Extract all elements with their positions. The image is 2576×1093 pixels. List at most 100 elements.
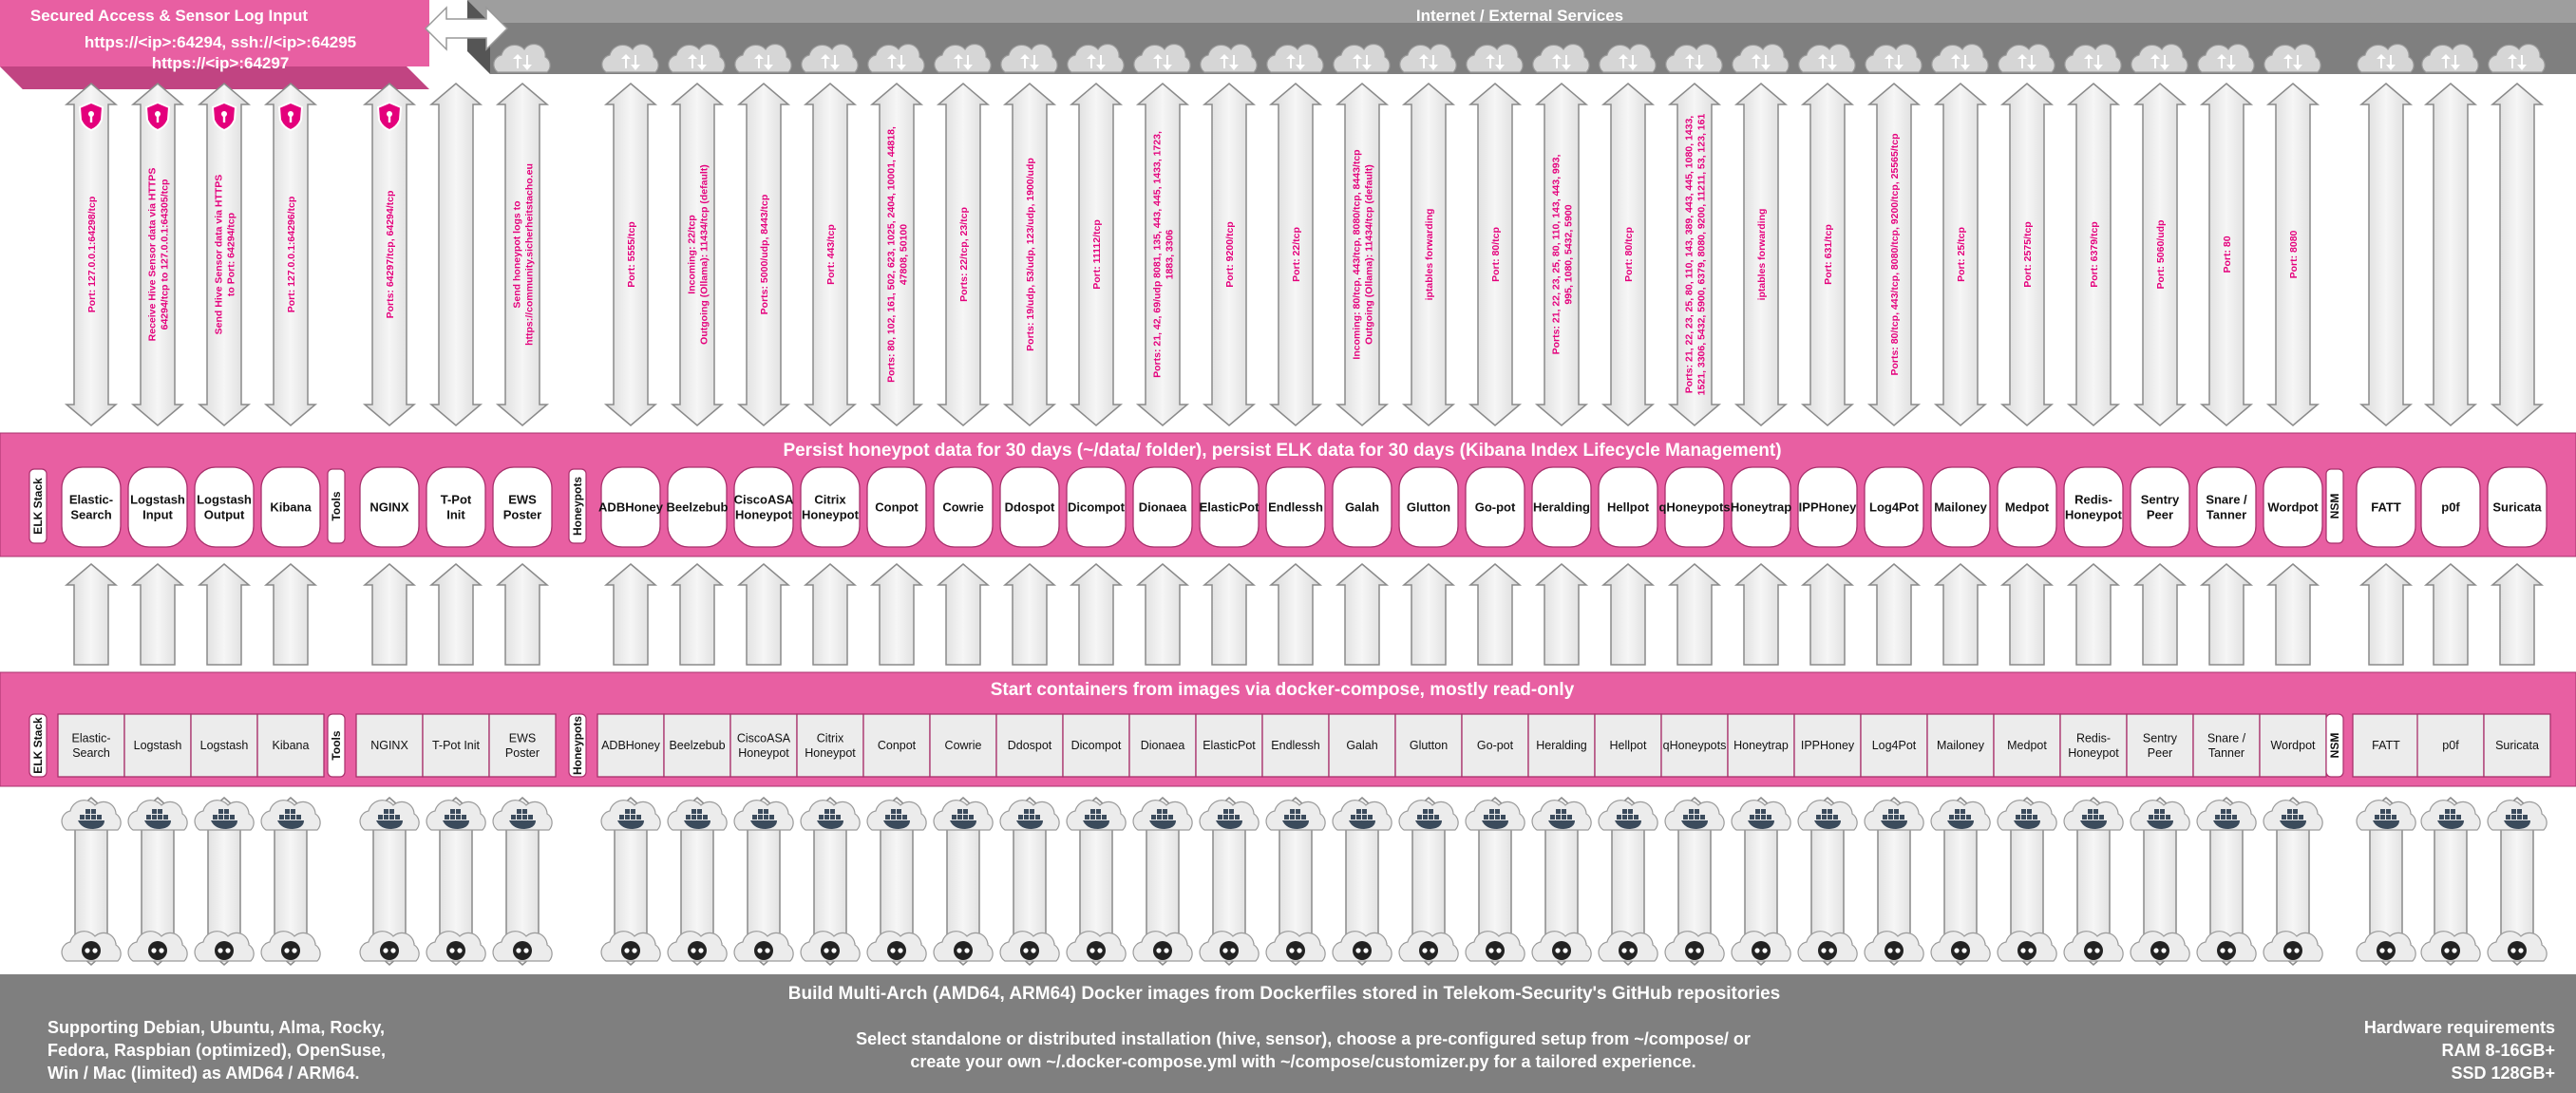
start-item-elk-1: Logstash [123, 713, 192, 778]
persist-group-label-honeypots-text: Honeypots [571, 477, 584, 536]
start-item-honeypots-2-box [729, 713, 798, 778]
persist-up-arrow-honeypots-22 [2066, 563, 2121, 666]
internet-cloud-icon-tools-2-shape [493, 43, 551, 73]
persist-item-honeypots-8-box [1132, 466, 1193, 548]
port-arrow-honeypots-6 [1002, 83, 1057, 426]
github-cloud-icon-honeypots-23-octocat-head [2150, 941, 2169, 960]
docker-cloud-icon-elk-0-container-1 [85, 815, 90, 820]
shield-icon-elk-1-keyhole [155, 111, 161, 117]
port-label-elk-0: Port: 127.0.0.1:64298/tcp [86, 197, 98, 313]
docker-cloud-icon-honeypots-25-container-2 [2293, 815, 2298, 820]
github-cloud-icon-elk-2-octocat-head [215, 941, 234, 960]
internet-cloud-icon-honeypots-19 [1865, 43, 1923, 73]
updown-icon-nsm-0-down [2386, 55, 2396, 70]
docker-cloud-icon-honeypots-17 [1731, 800, 1791, 831]
column-honeypots-3: Port: 443/tcp [800, 43, 861, 966]
updown-icon-honeypots-16-up [1685, 54, 1695, 68]
persist-group-label-honeypots-box [568, 468, 587, 544]
docker-cloud-icon-tools-1-container-3 [462, 815, 466, 820]
docker-cloud-icon-tools-1-container-top-a [450, 809, 455, 814]
persist-item-honeypots-22-box [2063, 466, 2124, 548]
start-item-honeypots-12-label: Glutton [1410, 739, 1448, 752]
github-cloud-icon-honeypots-13-octocat-head [1486, 941, 1505, 960]
docker-cloud-icon-honeypots-8-container-top-a [1157, 809, 1162, 814]
start-bar-title: Start containers from images via docker-… [991, 680, 1575, 700]
docker-cloud-icon-honeypots-25-container-top-a [2287, 809, 2292, 814]
updown-icon-nsm-2-up [2508, 54, 2517, 68]
persist-item-honeypots-22: Redis-Honeypot [2063, 466, 2124, 548]
port-arrow-honeypots-12 [1401, 83, 1456, 426]
docker-cloud-icon-honeypots-4 [866, 800, 927, 831]
github-cloud-icon-honeypots-12 [1398, 931, 1459, 962]
internet-cloud-icon-nsm-2-shape [2488, 43, 2546, 73]
docker-cloud-icon-honeypots-16-container-1 [1689, 815, 1694, 820]
start-item-nsm-1: p0f [2416, 713, 2485, 778]
updown-icon-honeypots-14 [1552, 54, 1571, 70]
persist-item-honeypots-21-box [1997, 466, 2057, 548]
persist-up-arrow-honeypots-19 [1866, 563, 1922, 666]
docker-cloud-icon-honeypots-4-container-2 [897, 815, 901, 820]
docker-cloud-icon-elk-3-container-1 [285, 815, 290, 820]
docker-cloud-icon-honeypots-12-container-2 [1429, 815, 1433, 820]
port-label-honeypots-15: Port: 80/tcp [1623, 227, 1635, 282]
start-item-nsm-0: FATT [2352, 713, 2420, 778]
access-box-bottom [0, 66, 429, 89]
docker-cloud-icon-nsm-2-container-0 [2506, 815, 2510, 820]
start-item-honeypots-4-label: Conpot [878, 739, 917, 752]
port-arrow-tools-2 [495, 83, 550, 426]
persist-item-honeypots-9: ElasticPot [1199, 466, 1260, 548]
persist-item-honeypots-25-label: Wordpot [2267, 499, 2319, 514]
docker-cloud-icon-honeypots-18-container-2 [1828, 815, 1832, 820]
start-item-tools-0-label: NGINX [370, 739, 408, 752]
docker-cloud-icon-elk-3-container-0 [279, 815, 284, 820]
start-group-label-tools-box [327, 713, 346, 778]
updown-icon-honeypots-22-up [2084, 54, 2093, 68]
docker-cloud-icon-honeypots-23-container-1 [2154, 815, 2159, 820]
internet-cloud-icon-honeypots-18-shape [1798, 43, 1856, 73]
github-cloud-icon-honeypots-6-octocat-eye-right [1031, 948, 1036, 953]
persist-item-honeypots-15: Hellpot [1598, 466, 1658, 548]
updown-icon-honeypots-13-down [1495, 55, 1505, 70]
docker-cloud-icon-honeypots-0-container-1 [625, 815, 630, 820]
updown-icon-honeypots-3-up [821, 54, 830, 68]
start-item-honeypots-19-label: Log4Pot [1872, 739, 1917, 752]
github-cloud-icon-honeypots-9-octocat-eye-left [1222, 948, 1228, 953]
docker-cloud-icon-honeypots-5-container-2 [963, 815, 968, 820]
docker-cloud-icon-nsm-1-container-top-b [2451, 809, 2455, 814]
github-cloud-icon-honeypots-3 [800, 931, 861, 962]
persist-up-arrow-honeypots-8 [1135, 563, 1190, 666]
docker-cloud-icon-elk-1-container-1 [152, 815, 157, 820]
column-honeypots-16: Ports: 21, 22, 23, 25, 80, 110, 143, 389… [1664, 43, 1725, 966]
persist-up-arrow-honeypots-4 [869, 563, 924, 666]
docker-cloud-icon-honeypots-6-container-3 [1035, 815, 1040, 820]
docker-cloud-icon-nsm-0-container-3 [2392, 815, 2396, 820]
start-item-honeypots-17-label: Honeytrap [1733, 739, 1789, 752]
start-item-tools-2: EWS Poster [488, 713, 557, 778]
github-cloud-icon-honeypots-5-octocat-head [954, 941, 973, 960]
github-cloud-icon-honeypots-17 [1731, 931, 1791, 962]
docker-cloud-icon-honeypots-2-container-3 [769, 815, 774, 820]
persist-item-elk-1-label: Logstash [130, 492, 185, 506]
build-center-line-2: create your own ~/.docker-compose.yml wi… [910, 1052, 1695, 1071]
docker-cloud-icon-honeypots-13-container-0 [1484, 815, 1488, 820]
persist-item-honeypots-1-label: Beelzebub [666, 499, 728, 514]
docker-cloud-icon-honeypots-3 [800, 800, 861, 831]
docker-cloud-icon-honeypots-16-container-top-a [1689, 809, 1694, 814]
build-bar-title: Build Multi-Arch (AMD64, ARM64) Docker i… [788, 984, 1780, 1004]
docker-cloud-icon-elk-2-whale [211, 820, 237, 829]
persist-item-honeypots-13-box [1465, 466, 1525, 548]
persist-up-arrow-honeypots-5 [936, 563, 991, 666]
docker-cloud-icon-honeypots-3-container-top-b [830, 809, 835, 814]
docker-cloud-icon-honeypots-0 [600, 800, 661, 831]
persist-item-honeypots-12-label: Glutton [1407, 499, 1450, 514]
internet-cloud-icon-honeypots-0-shape [601, 43, 659, 73]
github-cloud-icon-honeypots-6 [999, 931, 1060, 962]
docker-cloud-icon-tools-1 [426, 800, 486, 831]
updown-icon-honeypots-7 [1087, 54, 1106, 70]
column-nsm-1 [2420, 43, 2481, 966]
github-cloud-icon-honeypots-15-octocat-eye-right [1629, 948, 1635, 953]
start-item-honeypots-13: Go-pot [1461, 713, 1529, 778]
persist-item-honeypots-3-label: Citrix [814, 492, 846, 506]
github-cloud-icon-honeypots-24-octocat-eye-left [2220, 948, 2226, 953]
start-item-honeypots-13-box [1461, 713, 1529, 778]
